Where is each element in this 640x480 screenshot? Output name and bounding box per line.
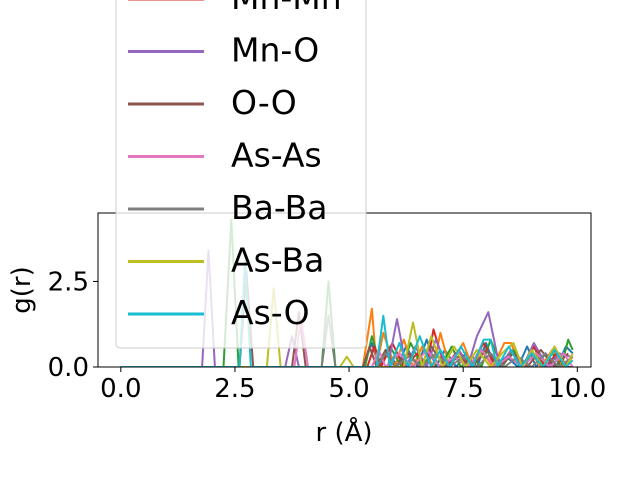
y-axis-label: g(r): [7, 266, 37, 313]
series-line-8: [120, 314, 574, 367]
series-line-9: [120, 287, 574, 367]
series-line-5: [120, 249, 571, 367]
legend-label: As-Ba: [231, 241, 324, 280]
legend-label: O-O: [231, 83, 297, 122]
x-axis-ticks: 0.0 2.5 5.0 7.5 10.0: [100, 367, 606, 404]
y-tick-label: 0.0: [48, 353, 89, 383]
x-tick-label: 0.0: [100, 374, 141, 404]
series-line-10: [120, 259, 574, 367]
x-tick-label: 7.5: [443, 374, 484, 404]
x-axis-label: r (Å): [315, 416, 372, 448]
series-line-7: [120, 318, 574, 367]
y-axis-ticks: 0.0 2.5: [48, 267, 98, 383]
legend-label: Ba-Ba: [231, 188, 327, 227]
x-tick-label: 2.5: [214, 374, 255, 404]
y-tick-label: 2.5: [48, 267, 89, 297]
x-tick-label: 5.0: [328, 374, 369, 404]
legend-label: Mn-Mn: [231, 0, 342, 17]
legend-label: Mn-O: [231, 31, 319, 70]
legend-label: As-As: [231, 136, 322, 175]
x-tick-label: 10.0: [548, 374, 606, 404]
legend-label: As-O: [231, 293, 310, 332]
legend: Mn-Mn Mn-O O-O As-As Ba-Ba As-Ba As-O: [115, 0, 367, 349]
